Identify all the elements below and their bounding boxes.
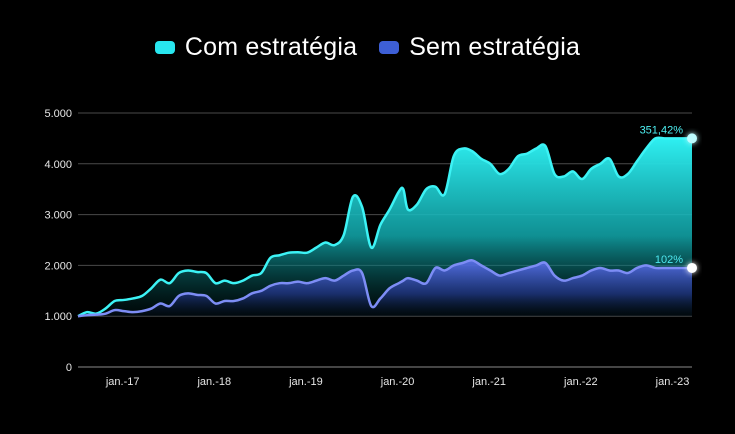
legend-swatch-com-estrategia (154, 41, 175, 54)
x-tick-label: jan.-20 (380, 376, 415, 388)
y-tick-label: 4.000 (44, 159, 72, 171)
y-tick-label: 5.000 (44, 108, 72, 120)
legend-label-com-estrategia: Com estratégia (184, 33, 358, 61)
x-tick-label: jan.-21 (471, 376, 506, 388)
legend-label-sem-estrategia: Sem estratégia (409, 33, 581, 61)
chart-legend: Com estratégia Sem estratégia (0, 33, 735, 62)
x-tick-label: jan.-22 (563, 376, 598, 388)
legend-swatch-sem-estrategia (379, 41, 400, 54)
x-tick-label: jan.-19 (288, 376, 323, 388)
y-tick-label: 1.000 (44, 311, 72, 323)
series-lines (77, 136, 692, 318)
legend-item-sem-estrategia[interactable]: Sem estratégia (379, 33, 580, 62)
axis-labels: 0 1.000 2.000 3.000 4.000 5.000 jan.-17 jan.-18… (44, 108, 689, 388)
line-com-estrategia (77, 136, 692, 318)
end-label-com-estrategia: 351,42% (640, 124, 684, 136)
x-tick-label: jan.-18 (196, 376, 231, 388)
end-label-sem-estrategia: 102% (655, 254, 683, 266)
end-point-com-estrategia (687, 133, 697, 144)
y-tick-label: 2.000 (44, 260, 72, 272)
end-markers: 351,42% 102% (640, 124, 697, 273)
x-tick-label: jan.-17 (105, 376, 140, 388)
legend-item-com-estrategia[interactable]: Com estratégia (154, 33, 358, 62)
line-sem-estrategia (77, 259, 692, 318)
y-tick-label: 0 (66, 362, 72, 374)
end-point-sem-estrategia (687, 262, 697, 273)
y-tick-label: 3.000 (44, 210, 72, 222)
x-tick-label: jan.-23 (655, 376, 690, 388)
